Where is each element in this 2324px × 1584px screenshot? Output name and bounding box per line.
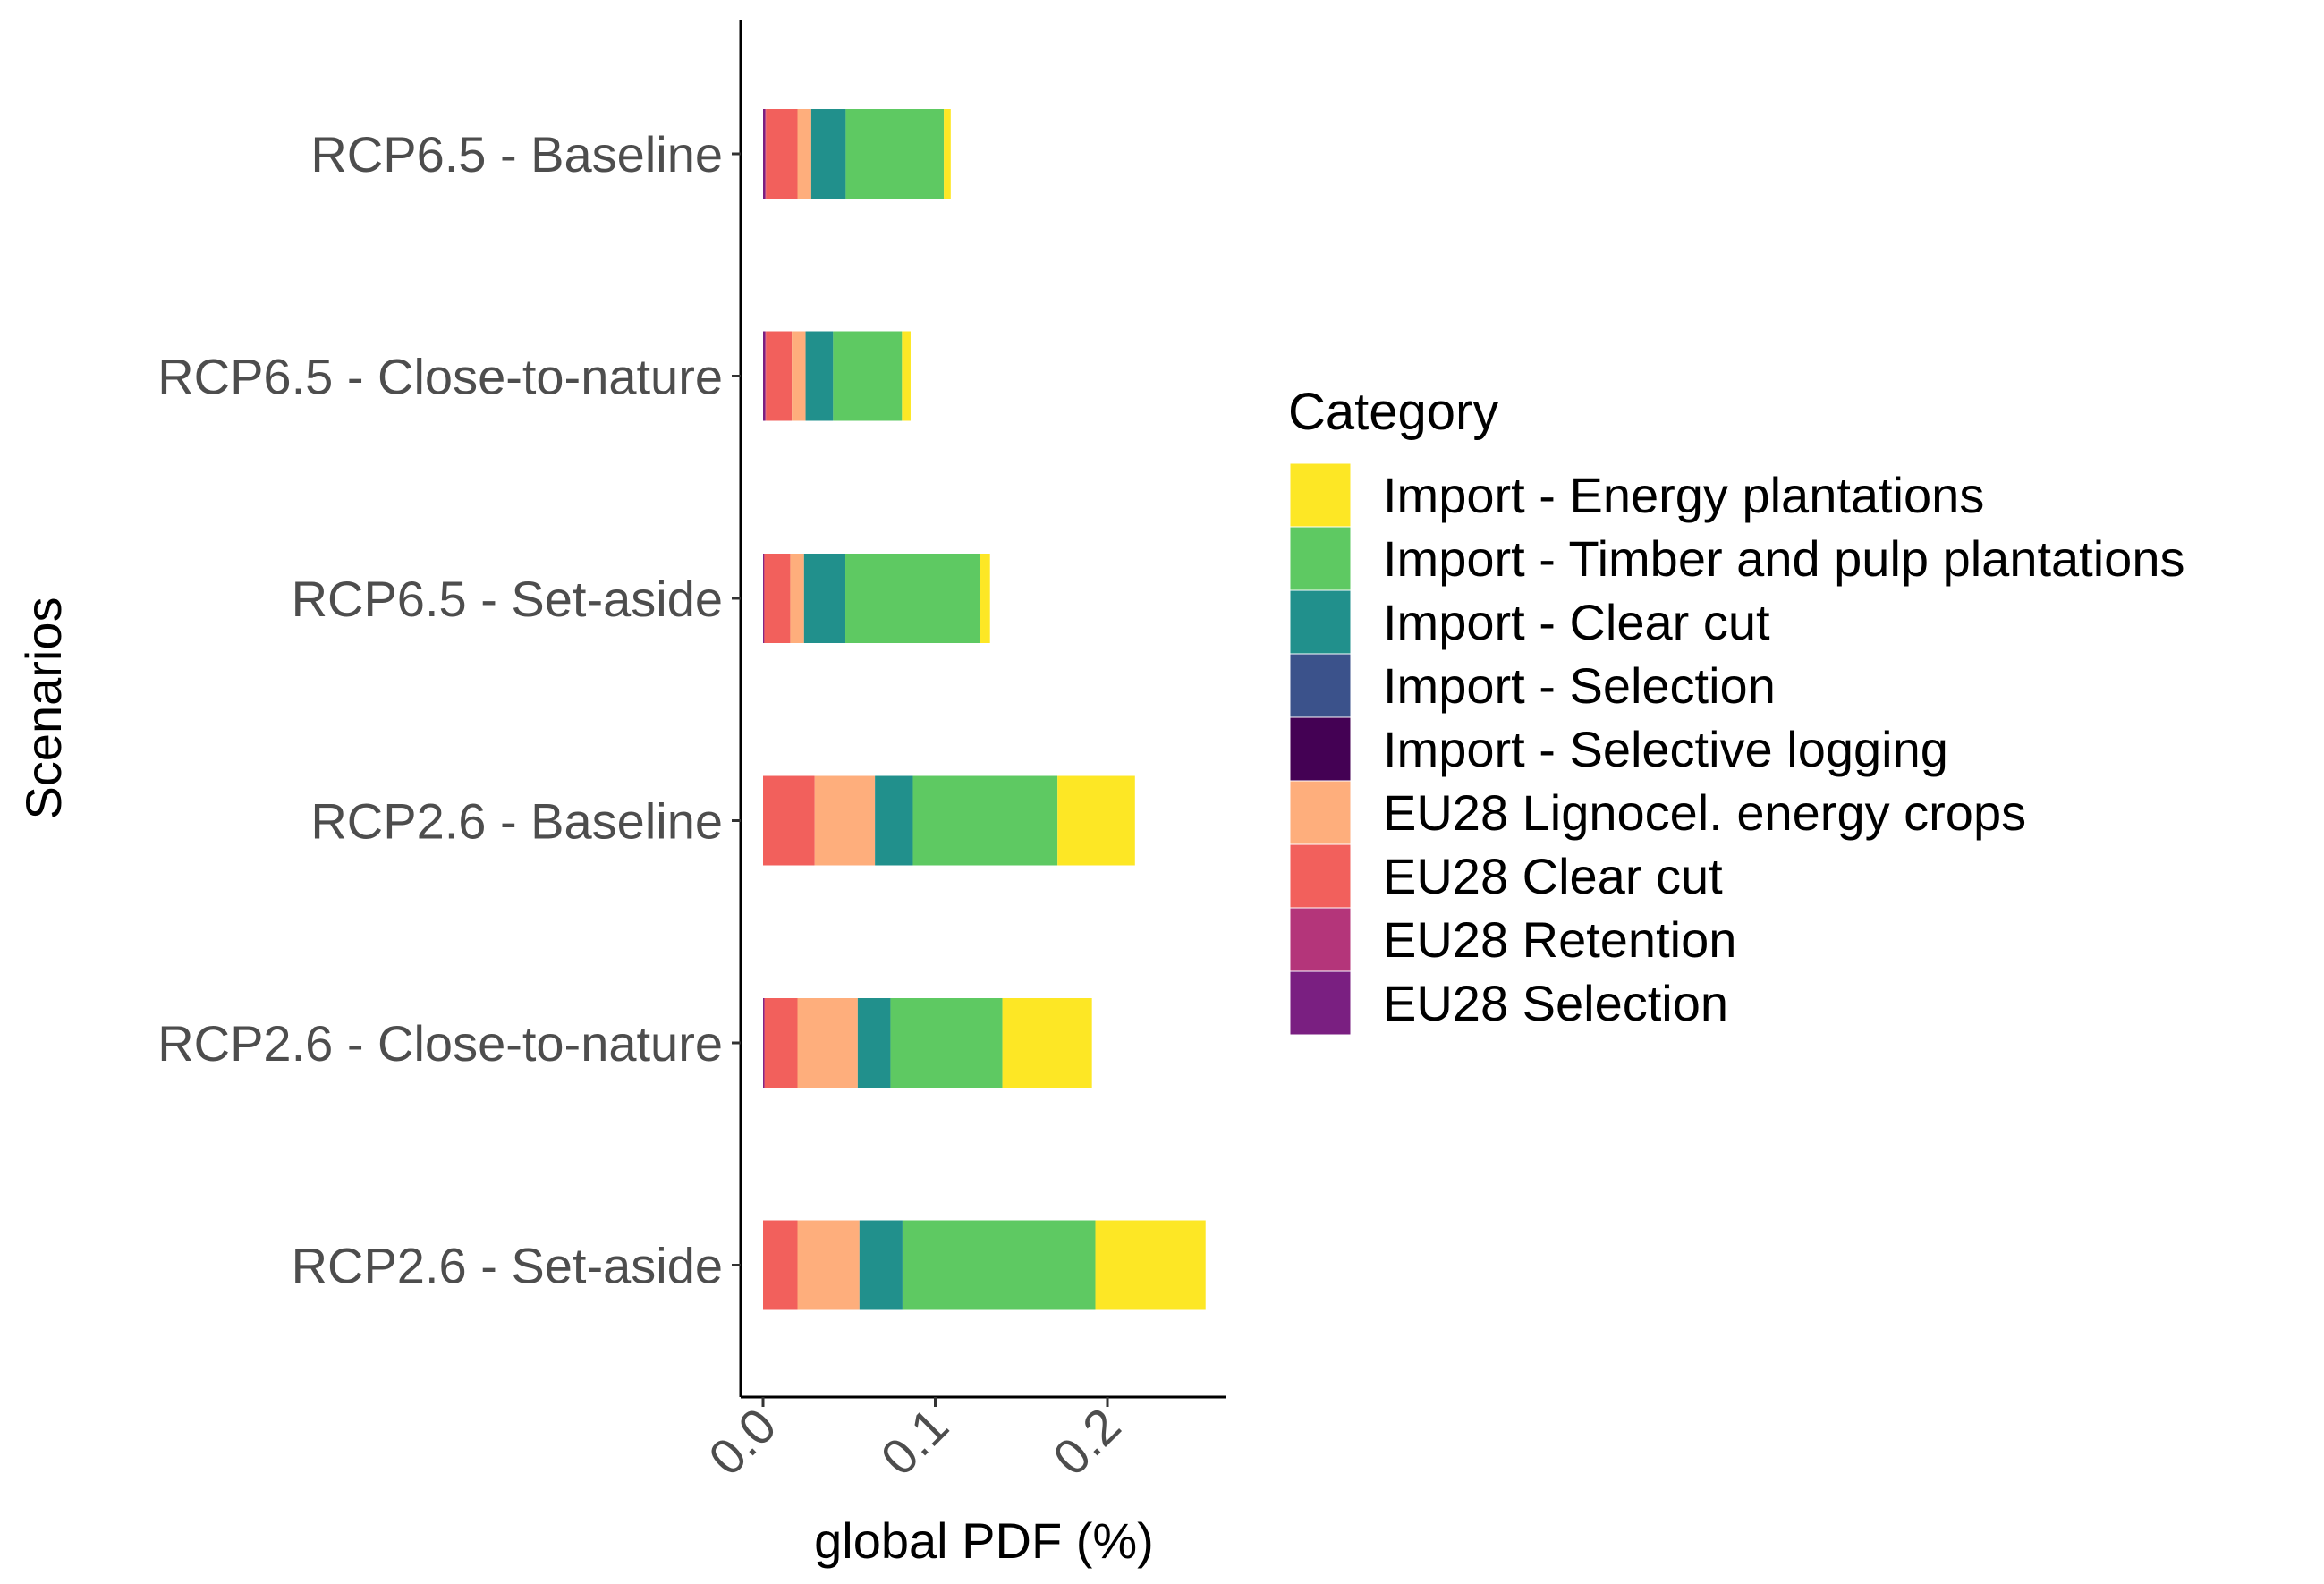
- legend-key: [1289, 907, 1352, 972]
- bar-segment-eu28-clear-cut: [763, 775, 815, 866]
- legend-item-import-clear-cut: Import - Clear cut: [1289, 589, 1770, 655]
- bar-segment-import-timber-and-pulp-plantations: [902, 1220, 1096, 1310]
- legend-label: Import - Energy plantations: [1383, 467, 1984, 523]
- legend-label: EU28 Clear cut: [1383, 848, 1723, 904]
- legend-item-import-selective-logging: Import - Selective logging: [1289, 716, 1948, 782]
- y-axis: RCP6.5 - Baseline RCP6.5 - Close-to-natur…: [157, 20, 742, 1397]
- bar-segment-eu28-selection: [763, 998, 764, 1088]
- bar-segment-import-energy-plantations: [1095, 1220, 1206, 1310]
- y-tick-label: RCP2.6 - Set-aside: [292, 1238, 723, 1294]
- bar-segment-import-clear-cut: [875, 775, 913, 866]
- bar-segment-import-energy-plantations: [980, 554, 990, 643]
- y-axis-label: Scenarios: [15, 597, 72, 819]
- bar-segment-eu28-selection: [763, 331, 766, 421]
- legend-key: [1289, 589, 1352, 655]
- legend: Category Import - Energy plantations Impo…: [1288, 383, 2184, 1036]
- legend-item-import-timber-and-pulp-plantations: Import - Timber and pulp plantations: [1289, 526, 2184, 591]
- legend-key: [1289, 526, 1352, 591]
- bar-segment-eu28-clear-cut: [763, 1220, 798, 1310]
- bar-segment-import-timber-and-pulp-plantations: [845, 554, 980, 643]
- bar-segment-eu28-lignocel-energy-crops: [792, 331, 806, 421]
- bar-segment-import-clear-cut: [857, 998, 891, 1088]
- legend-key: [1289, 780, 1352, 845]
- y-tick-label: RCP6.5 - Close-to-nature: [157, 349, 723, 405]
- bar-segment-eu28-retention: [763, 998, 765, 1088]
- bar-segment-import-timber-and-pulp-plantations: [912, 775, 1058, 866]
- bar-segment-eu28-retention: [765, 109, 767, 199]
- x-axis: 0.0 0.1 0.2: [698, 1395, 1226, 1487]
- bar-segment-eu28-selection: [763, 109, 766, 199]
- bars: [763, 109, 1206, 1310]
- bar-segment-import-clear-cut: [803, 554, 846, 643]
- legend-label: Import - Clear cut: [1383, 594, 1770, 650]
- bar-segment-import-timber-and-pulp-plantations: [890, 998, 1003, 1088]
- legend-label: EU28 Retention: [1383, 911, 1736, 968]
- bar-segment-import-timber-and-pulp-plantations: [845, 109, 945, 199]
- bar-segment-eu28-retention: [765, 331, 767, 421]
- bar-segment-eu28-clear-cut: [764, 554, 791, 643]
- legend-item-eu28-retention: EU28 Retention: [1289, 907, 1736, 972]
- y-tick-label: RCP2.6 - Baseline: [310, 793, 723, 850]
- legend-title: Category: [1288, 383, 1498, 441]
- legend-label: EU28 Lignocel. energy crops: [1383, 784, 2026, 841]
- x-tick-label: 0.0: [698, 1397, 787, 1487]
- y-tick-label: RCP6.5 - Set-aside: [292, 571, 723, 627]
- bar-segment-eu28-clear-cut: [766, 109, 798, 199]
- legend-key: [1289, 716, 1352, 782]
- bar-segment-eu28-lignocel-energy-crops: [797, 998, 858, 1088]
- legend-label: Import - Selection: [1383, 657, 1776, 714]
- bar-segment-eu28-lignocel-energy-crops: [790, 554, 804, 643]
- bar-segment-import-timber-and-pulp-plantations: [833, 331, 903, 421]
- legend-label: Import - Timber and pulp plantations: [1383, 530, 2184, 587]
- bar-segment-eu28-lignocel-energy-crops: [797, 109, 811, 199]
- bar-segment-import-energy-plantations: [902, 331, 911, 421]
- legend-item-import-selection: Import - Selection: [1289, 653, 1776, 718]
- bar-segment-eu28-lignocel-energy-crops: [797, 1220, 860, 1310]
- bar-segment-eu28-lignocel-energy-crops: [814, 775, 876, 866]
- legend-item-eu28-selection: EU28 Selection: [1289, 970, 1728, 1036]
- bar-segment-import-clear-cut: [810, 109, 846, 199]
- legend-key: [1289, 653, 1352, 718]
- bar-segment-import-clear-cut: [805, 331, 834, 421]
- bar-segment-import-energy-plantations: [1002, 998, 1092, 1088]
- bar-segment-eu28-selection: [763, 554, 764, 643]
- legend-label: Import - Selective logging: [1383, 721, 1948, 777]
- legend-item-eu28-clear-cut: EU28 Clear cut: [1289, 843, 1723, 909]
- legend-item-eu28-lignocel-energy-crops: EU28 Lignocel. energy crops: [1289, 780, 2026, 845]
- legend-key: [1289, 843, 1352, 909]
- bar-segment-import-energy-plantations: [1057, 775, 1135, 866]
- x-tick-label: 0.2: [1042, 1397, 1132, 1487]
- x-tick-label: 0.1: [869, 1397, 959, 1487]
- y-tick-label: RCP2.6 - Close-to-nature: [157, 1015, 723, 1072]
- bar-segment-eu28-retention: [763, 554, 765, 643]
- bar-segment-eu28-clear-cut: [764, 998, 798, 1088]
- legend-item-import-energy-plantations: Import - Energy plantations: [1289, 462, 1984, 528]
- bar-segment-import-energy-plantations: [944, 109, 951, 199]
- bar-segment-import-clear-cut: [859, 1220, 903, 1310]
- legend-key: [1289, 462, 1352, 528]
- legend-key: [1289, 970, 1352, 1036]
- legend-label: EU28 Selection: [1383, 975, 1728, 1031]
- bar-segment-eu28-clear-cut: [766, 331, 793, 421]
- y-tick-label: RCP6.5 - Baseline: [310, 126, 723, 182]
- x-axis-label: global PDF (%): [814, 1512, 1154, 1569]
